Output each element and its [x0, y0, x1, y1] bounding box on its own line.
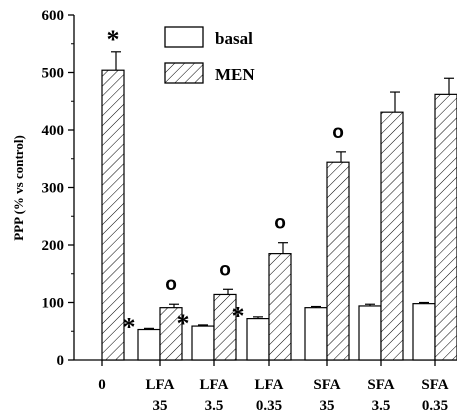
x-tick-label: LFA	[200, 377, 229, 393]
bar-basal-2	[191, 325, 215, 361]
legend-label-men: MEN	[215, 65, 255, 84]
legend-swatch-men	[164, 62, 204, 84]
y-axis: 0 100 200 300 400 500 600	[42, 8, 75, 369]
y-tick-label: 100	[42, 296, 65, 312]
bar-basal-5	[358, 305, 382, 361]
x-tick-label-line2: 0.35	[256, 398, 282, 414]
bar-men-6	[434, 93, 457, 361]
y-tick-label: 300	[42, 181, 65, 197]
asterisk-marker: *	[232, 302, 245, 331]
x-tick-label-line2: 35	[320, 398, 335, 414]
bar-men-3	[268, 253, 292, 361]
x-tick-label: SFA	[421, 377, 448, 393]
circle-marker: o	[274, 213, 286, 234]
bar-basal-6	[412, 303, 436, 361]
legend-swatch-basal	[164, 26, 204, 48]
x-tick-label: 0	[98, 377, 106, 393]
y-axis-title: PPP (% vs control)	[11, 135, 26, 241]
bar-men-1	[159, 307, 183, 361]
bar-men-4	[326, 161, 350, 361]
bar-basal-3	[246, 318, 270, 361]
x-tick-label: SFA	[313, 377, 340, 393]
x-tick-label: LFA	[255, 377, 284, 393]
y-tick-label: 500	[42, 66, 65, 82]
y-tick-label: 400	[42, 123, 65, 139]
x-tick-label-line2: 3.5	[372, 398, 391, 414]
legend-label-basal: basal	[215, 29, 253, 48]
bar-basal-4	[304, 307, 328, 361]
y-tick-label: 0	[57, 353, 65, 369]
x-axis: 0 LFA 35 LFA 3.5 LFA 0.35 SFA 35 SFA 3.5 SFA 0.35	[74, 359, 457, 414]
asterisk-marker: *	[177, 309, 190, 338]
circle-marker: o	[165, 274, 177, 295]
y-tick-label: 200	[42, 238, 65, 254]
x-tick-label: LFA	[146, 377, 175, 393]
y-tick-label: 600	[42, 8, 65, 24]
bar-men-0	[101, 69, 125, 361]
bar-men-2	[213, 293, 237, 361]
asterisk-marker: *	[107, 25, 120, 54]
bar-men-5	[380, 111, 404, 361]
circle-marker: o	[332, 122, 344, 143]
bar-basal-1	[137, 328, 161, 361]
bars	[101, 51, 457, 361]
x-tick-label-line2: 35	[153, 398, 168, 414]
legend: basal MEN	[164, 26, 255, 84]
x-tick-label-line2: 3.5	[205, 398, 224, 414]
x-tick-label: SFA	[367, 377, 394, 393]
circle-marker: o	[219, 259, 231, 280]
x-tick-label-line2: 0.35	[422, 398, 448, 414]
asterisk-marker: *	[123, 313, 136, 342]
